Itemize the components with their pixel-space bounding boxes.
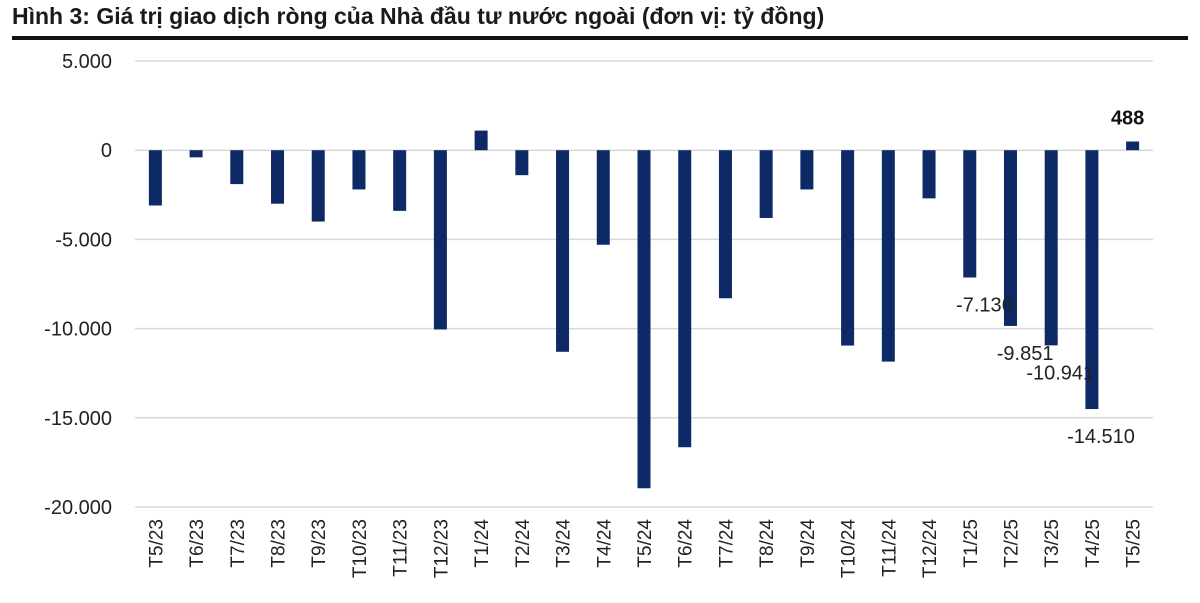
x-tick-label: T2/24 xyxy=(513,519,534,568)
gridlines xyxy=(135,60,1153,508)
y-tick-label: -15.000 xyxy=(44,408,112,430)
y-axis-ticks: 5.000 0 -5.000 -10.000 -15.000 -20.000 xyxy=(44,51,112,519)
bar xyxy=(433,150,447,330)
data-label: -14.510 xyxy=(1067,426,1135,448)
x-tick-label: T9/24 xyxy=(798,519,819,568)
bars xyxy=(148,130,1140,489)
bar xyxy=(271,150,285,204)
x-tick-label: T6/23 xyxy=(187,519,208,568)
x-tick-label: T8/23 xyxy=(269,519,290,568)
bar xyxy=(637,150,651,489)
x-tick-label: T5/24 xyxy=(635,519,656,568)
x-tick-label: T1/24 xyxy=(472,519,493,568)
x-tick-label: T1/25 xyxy=(961,519,982,568)
x-axis-ticks: T5/23 T6/23 T7/23 T8/23 T9/23 T10/23 T11/23 T12… xyxy=(146,519,1144,579)
x-tick-label: T5/23 xyxy=(146,519,167,568)
x-tick-label: T12/23 xyxy=(431,519,452,578)
x-tick-label: T9/23 xyxy=(309,519,330,568)
bar xyxy=(1126,141,1140,151)
bar xyxy=(1044,150,1058,346)
x-tick-label: T4/24 xyxy=(594,519,615,568)
bar xyxy=(393,150,407,211)
x-tick-label: T2/25 xyxy=(1001,519,1022,568)
x-tick-label: T4/25 xyxy=(1083,519,1104,568)
y-tick-label: -5.000 xyxy=(55,229,112,251)
x-tick-label: T7/24 xyxy=(716,519,737,568)
bar xyxy=(556,150,570,352)
bar xyxy=(189,150,203,158)
bar xyxy=(515,150,529,176)
figure-title: Hình 3: Giá trị giao dịch ròng của Nhà đ… xyxy=(12,3,825,29)
x-tick-label: T12/24 xyxy=(920,519,941,579)
bar xyxy=(922,150,936,199)
x-tick-label: T10/24 xyxy=(839,519,860,579)
bar xyxy=(596,150,610,245)
bar xyxy=(311,150,325,222)
x-tick-label: T10/23 xyxy=(350,519,371,578)
bar xyxy=(1003,150,1017,326)
bar xyxy=(148,150,162,206)
bar xyxy=(881,150,895,362)
x-tick-label: T6/24 xyxy=(676,519,697,568)
bar xyxy=(230,150,244,185)
data-label: -9.851 xyxy=(997,343,1054,365)
y-tick-label: -10.000 xyxy=(44,319,112,341)
x-tick-label: T3/25 xyxy=(1042,519,1063,568)
data-label: 488 xyxy=(1111,107,1144,129)
x-tick-label: T3/24 xyxy=(554,519,575,568)
data-labels: -7.136 -9.851-10.941 -14.510 488 xyxy=(956,107,1144,448)
data-label: -7.136 xyxy=(956,295,1013,317)
bar xyxy=(759,150,773,218)
x-tick-label: T11/24 xyxy=(879,519,900,577)
y-tick-label: 0 xyxy=(101,140,112,162)
y-tick-label: -20.000 xyxy=(44,497,112,519)
bar xyxy=(352,150,366,190)
x-tick-label: T7/23 xyxy=(228,519,249,568)
data-label: -10.941 xyxy=(1026,362,1094,384)
x-tick-label: T5/25 xyxy=(1124,519,1145,568)
bar xyxy=(1085,150,1099,410)
bar xyxy=(800,150,814,190)
bar xyxy=(718,150,732,299)
bar xyxy=(678,150,692,448)
x-tick-label: T8/24 xyxy=(757,519,778,568)
x-tick-label: T11/23 xyxy=(391,519,412,577)
title-rule xyxy=(12,36,1188,40)
bar xyxy=(474,130,488,151)
y-tick-label: 5.000 xyxy=(62,51,112,73)
bar xyxy=(841,150,855,346)
bar xyxy=(963,150,977,278)
